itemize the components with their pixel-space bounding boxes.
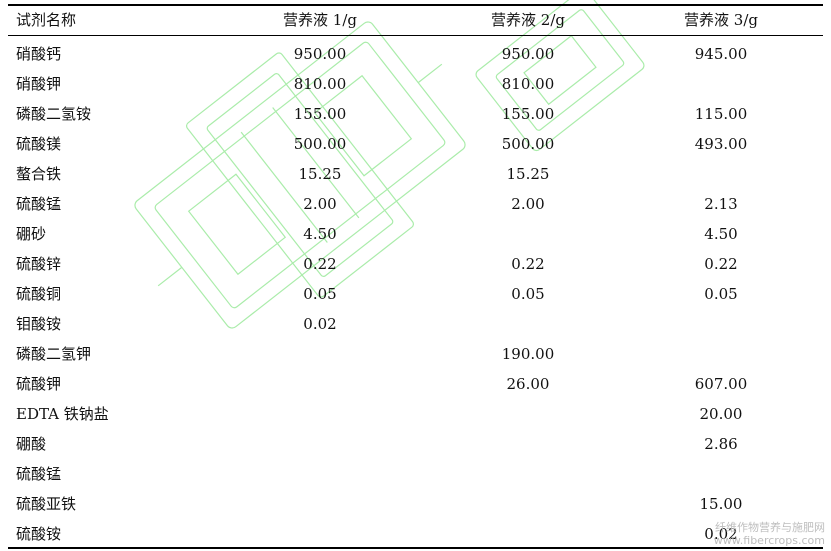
- table-row: 硫酸铵 0.02: [8, 519, 823, 549]
- amount-solution-1-cell: 0.02: [303, 315, 337, 333]
- amount-solution-1-cell: 810.00: [293, 75, 347, 93]
- table-row: 钼酸铵 0.02: [8, 309, 823, 339]
- amount-solution-3-cell: 0.02: [704, 525, 738, 543]
- amount-solution-1-cell: [240, 399, 400, 429]
- table-row: 磷酸二氢钾 190.00: [8, 339, 823, 369]
- amount-solution-1-cell: 4.50: [303, 225, 337, 243]
- amount-solution-3-cell: 0.22: [704, 255, 738, 273]
- watermark-credit: 纤维作物营养与施肥网 www.fibercrops.com: [714, 521, 825, 547]
- table-row: 硝酸钾 810.00 810.00: [8, 69, 823, 99]
- amount-solution-1-cell: 2.00: [303, 195, 337, 213]
- credit-url: www.fibercrops.com: [713, 534, 825, 547]
- reagent-name-cell: 硫酸镁: [16, 135, 62, 153]
- amount-solution-3-cell: 20.00: [699, 405, 743, 423]
- reagent-name-cell: 磷酸二氢铵: [16, 105, 92, 123]
- amount-solution-2-cell: 950.00: [501, 45, 555, 63]
- reagent-name-cell: 硝酸钾: [16, 75, 62, 93]
- header-reagent-name: 试剂名称: [16, 11, 77, 29]
- amount-solution-2-cell: 810.00: [501, 75, 555, 93]
- amount-solution-1-cell: [240, 339, 400, 369]
- table-row: 硫酸锌 0.22 0.22 0.22: [8, 249, 823, 279]
- amount-solution-1-cell: [240, 489, 400, 519]
- amount-solution-2-cell: 26.00: [506, 375, 550, 393]
- amount-solution-1-cell: 0.05: [303, 285, 337, 303]
- amount-solution-2-cell: [448, 459, 608, 489]
- table-row: 硫酸镁 500.00 500.00 493.00: [8, 129, 823, 159]
- table-row: 硫酸铜 0.05 0.05 0.05: [8, 279, 823, 309]
- table-row: 硼砂 4.50 4.50: [8, 219, 823, 249]
- amount-solution-1-cell: 155.00: [293, 105, 347, 123]
- amount-solution-3-cell: [641, 69, 801, 99]
- table-row: 硝酸钙 950.00 950.00 945.00: [8, 39, 823, 69]
- table-row: 硫酸锰: [8, 459, 823, 489]
- table-row: 螯合铁 15.25 15.25: [8, 159, 823, 189]
- amount-solution-3-cell: [641, 309, 801, 339]
- amount-solution-2-cell: [448, 399, 608, 429]
- amount-solution-2-cell: [448, 309, 608, 339]
- amount-solution-3-cell: 2.86: [704, 435, 738, 453]
- amount-solution-3-cell: 0.05: [704, 285, 738, 303]
- amount-solution-3-cell: [641, 159, 801, 189]
- amount-solution-3-cell: 15.00: [699, 495, 743, 513]
- amount-solution-3-cell: [641, 459, 801, 489]
- amount-solution-3-cell: 607.00: [694, 375, 748, 393]
- table-row: 硼酸 2.86: [8, 429, 823, 459]
- amount-solution-2-cell: 2.00: [511, 195, 545, 213]
- amount-solution-3-cell: 115.00: [694, 105, 748, 123]
- table-header-row: 试剂名称 营养液 1/g 营养液 2/g 营养液 3/g: [8, 5, 823, 35]
- amount-solution-2-cell: 15.25: [506, 165, 550, 183]
- table-bottom-rule: [8, 547, 823, 549]
- amount-solution-1-cell: [240, 459, 400, 489]
- amount-solution-1-cell: 0.22: [303, 255, 337, 273]
- amount-solution-3-cell: [641, 339, 801, 369]
- header-solution-1: 营养液 1/g: [283, 11, 357, 29]
- credit-site-name: 纤维作物营养与施肥网: [715, 521, 825, 534]
- table-row: 硫酸钾 26.00 607.00: [8, 369, 823, 399]
- table-header-rule: [8, 35, 823, 36]
- reagent-name-cell: 硫酸钾: [16, 375, 62, 393]
- amount-solution-1-cell: 15.25: [298, 165, 342, 183]
- amount-solution-1-cell: [240, 429, 400, 459]
- amount-solution-2-cell: [448, 429, 608, 459]
- reagent-name-cell: 硫酸亚铁: [16, 495, 77, 513]
- amount-solution-1-cell: [240, 369, 400, 399]
- amount-solution-1-cell: 500.00: [293, 135, 347, 153]
- amount-solution-3-cell: 2.13: [704, 195, 738, 213]
- reagent-name-cell: 钼酸铵: [16, 315, 62, 333]
- reagent-name-cell: 硫酸铵: [16, 525, 62, 543]
- header-solution-2: 营养液 2/g: [491, 11, 565, 29]
- reagent-name-cell: 硝酸钙: [16, 45, 62, 63]
- reagent-name-cell: 硫酸锌: [16, 255, 62, 273]
- amount-solution-2-cell: 500.00: [501, 135, 555, 153]
- amount-solution-2-cell: [448, 519, 608, 549]
- reagent-name-cell: EDTA 铁钠盐: [16, 405, 109, 423]
- reagent-name-cell: 硫酸锰: [16, 195, 62, 213]
- table-row: 硫酸锰 2.00 2.00 2.13: [8, 189, 823, 219]
- amount-solution-3-cell: 945.00: [694, 45, 748, 63]
- reagent-name-cell: 硼酸: [16, 435, 47, 453]
- reagent-name-cell: 硼砂: [16, 225, 47, 243]
- reagent-name-cell: 磷酸二氢钾: [16, 345, 92, 363]
- reagent-name-cell: 硫酸锰: [16, 465, 62, 483]
- amount-solution-3-cell: 4.50: [704, 225, 738, 243]
- table-row: 硫酸亚铁 15.00: [8, 489, 823, 519]
- reagent-name-cell: 螯合铁: [16, 165, 62, 183]
- amount-solution-2-cell: 190.00: [501, 345, 555, 363]
- amount-solution-2-cell: 0.05: [511, 285, 545, 303]
- amount-solution-2-cell: [448, 489, 608, 519]
- amount-solution-3-cell: 493.00: [694, 135, 748, 153]
- table-row: 磷酸二氢铵 155.00 155.00 115.00: [8, 99, 823, 129]
- table-row: EDTA 铁钠盐 20.00: [8, 399, 823, 429]
- table-top-rule: [8, 4, 823, 6]
- amount-solution-1-cell: 950.00: [293, 45, 347, 63]
- amount-solution-1-cell: [240, 519, 400, 549]
- amount-solution-2-cell: 155.00: [501, 105, 555, 123]
- amount-solution-2-cell: [448, 219, 608, 249]
- header-solution-3: 营养液 3/g: [684, 11, 758, 29]
- reagent-name-cell: 硫酸铜: [16, 285, 62, 303]
- amount-solution-2-cell: 0.22: [511, 255, 545, 273]
